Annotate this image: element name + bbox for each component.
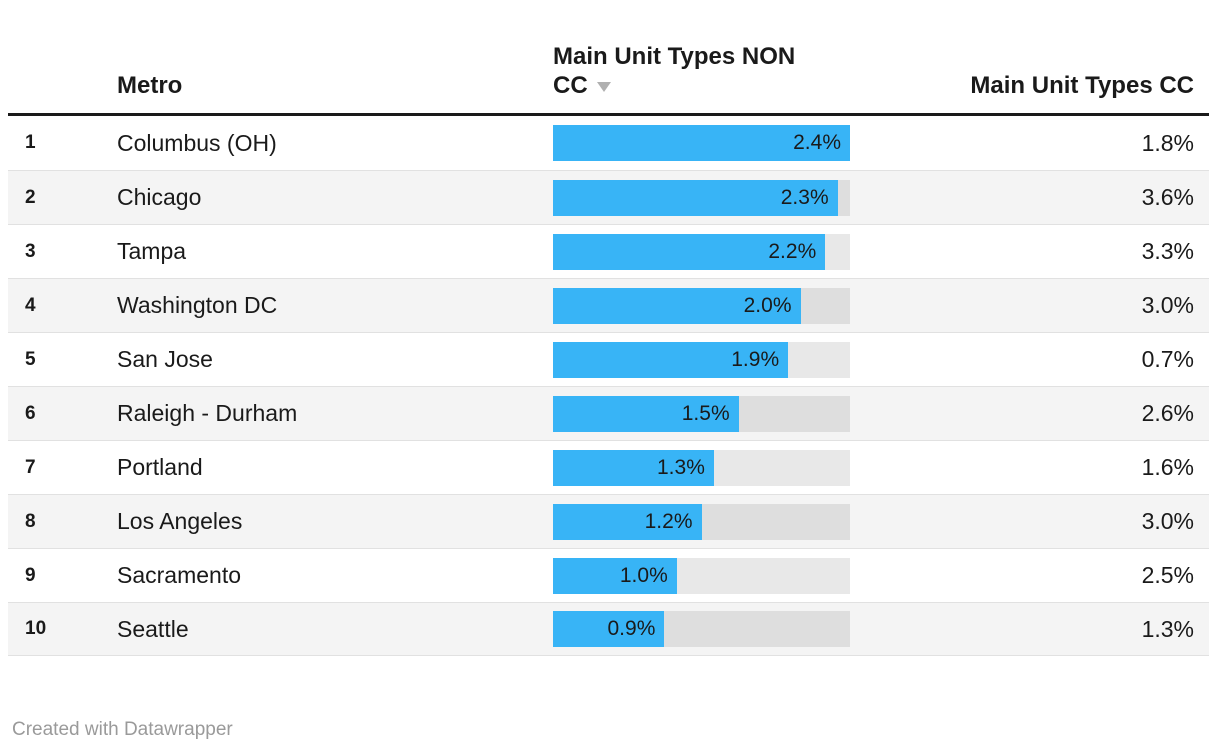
bar-track: 0.9% [553, 611, 850, 647]
cc-value-cell: 3.6% [1141, 184, 1194, 210]
bar-value-label: 1.2% [644, 509, 693, 533]
bar-value-label: 2.2% [768, 239, 817, 263]
bar-track: 1.2% [553, 503, 850, 540]
rank-cell: 5 [25, 348, 36, 370]
table-row: 9 Sacramento 1.0% 2.5% [8, 548, 1209, 602]
rank-cell: 3 [25, 240, 36, 262]
bar: 1.2% [553, 503, 702, 540]
bar: 0.9% [553, 611, 665, 647]
rank-cell: 2 [25, 186, 36, 208]
non-cc-header-line2: CC [553, 72, 588, 99]
bar-value-label: 1.5% [681, 401, 730, 425]
cc-value-cell: 1.8% [1141, 129, 1194, 156]
table-row: 5 San Jose 1.9% 0.7% [8, 332, 1209, 386]
cc-value-cell: 1.3% [1141, 615, 1194, 642]
bar-value-label: 1.9% [731, 347, 780, 371]
bar: 2.3% [553, 179, 838, 216]
metro-cell: Columbus (OH) [117, 129, 277, 156]
bar-track: 2.3% [553, 179, 850, 216]
metro-cell: Raleigh - Durham [117, 400, 298, 426]
rank-column-header [8, 100, 117, 113]
bar: 2.0% [553, 287, 801, 324]
bar-cell: 1.2% [553, 503, 850, 540]
bar-track: 2.0% [553, 287, 850, 324]
bar-value-label: 1.3% [657, 455, 705, 479]
cc-value-cell: 1.6% [1141, 454, 1194, 480]
bar: 2.2% [553, 233, 826, 270]
cc-value-cell: 2.6% [1141, 400, 1194, 426]
bar-cell: 1.0% [553, 557, 850, 594]
bar: 1.0% [553, 557, 677, 594]
bar-value-label: 2.4% [793, 131, 841, 154]
metro-cell: Los Angeles [117, 508, 243, 534]
table: Metro Main Unit Types NON CC Main Unit T… [8, 0, 1209, 656]
bar-track: 1.3% [553, 449, 850, 486]
bar-track: 1.0% [553, 557, 850, 594]
metro-cell: Tampa [117, 238, 187, 264]
rank-cell: 7 [25, 456, 36, 478]
sort-descending-icon[interactable] [596, 82, 611, 92]
rank-cell: 6 [25, 402, 36, 424]
cc-value-cell: 3.0% [1141, 508, 1194, 534]
bar: 1.5% [553, 395, 739, 432]
rank-cell: 1 [25, 132, 36, 153]
table-header-row: Metro Main Unit Types NON CC Main Unit T… [8, 0, 1209, 116]
datawrapper-credit-link[interactable]: Created with Datawrapper [12, 719, 233, 740]
metro-cell: San Jose [117, 346, 213, 372]
bar: 2.4% [553, 125, 850, 161]
bar: 1.3% [553, 449, 714, 486]
bar-track: 2.4% [553, 125, 850, 161]
non-cc-header-line1: Main Unit Types NON [553, 43, 796, 70]
bar-track: 1.5% [553, 395, 850, 432]
cc-value-cell: 0.7% [1141, 346, 1194, 372]
metro-column-header[interactable]: Metro [117, 72, 183, 99]
bar-track: 1.9% [553, 341, 850, 378]
bar-cell: 0.9% [553, 611, 850, 647]
non-cc-column-header[interactable]: Main Unit Types NON CC [553, 42, 850, 113]
bar-cell: 2.3% [553, 179, 850, 216]
rank-cell: 8 [25, 510, 36, 532]
bar-value-label: 2.3% [780, 185, 829, 209]
table-body: 1 Columbus (OH) 2.4% 1.8% 2 Chicago [8, 116, 1209, 656]
table-row: 4 Washington DC 2.0% 3.0% [8, 278, 1209, 332]
table-row: 8 Los Angeles 1.2% 3.0% [8, 494, 1209, 548]
bar-cell: 2.4% [553, 125, 850, 161]
metro-cell: Chicago [117, 184, 202, 210]
cc-value-cell: 3.0% [1141, 292, 1194, 318]
table-row: 3 Tampa 2.2% 3.3% [8, 224, 1209, 278]
bar-value-label: 0.9% [607, 617, 656, 640]
metro-cell: Washington DC [117, 292, 278, 318]
metro-cell: Seattle [117, 615, 189, 642]
bar-cell: 1.5% [553, 395, 850, 432]
metro-cell: Sacramento [117, 562, 242, 588]
bar-track: 2.2% [553, 233, 850, 270]
rank-cell: 9 [25, 564, 36, 586]
table-row: 1 Columbus (OH) 2.4% 1.8% [8, 116, 1209, 170]
bar: 1.9% [553, 341, 789, 378]
table-row: 6 Raleigh - Durham 1.5% 2.6% [8, 386, 1209, 440]
bar-cell: 1.9% [553, 341, 850, 378]
bar-value-label: 2.0% [743, 293, 792, 317]
bar-cell: 2.2% [553, 233, 850, 270]
rank-cell: 4 [25, 294, 36, 316]
cc-column-header[interactable]: Main Unit Types CC [970, 72, 1194, 99]
bar-value-label: 1.0% [619, 563, 668, 587]
bar-cell: 2.0% [553, 287, 850, 324]
table-row: 2 Chicago 2.3% 3.6% [8, 170, 1209, 224]
table-row: 7 Portland 1.3% 1.6% [8, 440, 1209, 494]
cc-value-cell: 3.3% [1141, 238, 1194, 264]
table-row: 10 Seattle 0.9% 1.3% [8, 602, 1209, 656]
bar-cell: 1.3% [553, 449, 850, 486]
cc-value-cell: 2.5% [1141, 562, 1194, 588]
rank-cell: 10 [25, 618, 47, 639]
metro-cell: Portland [117, 454, 203, 480]
